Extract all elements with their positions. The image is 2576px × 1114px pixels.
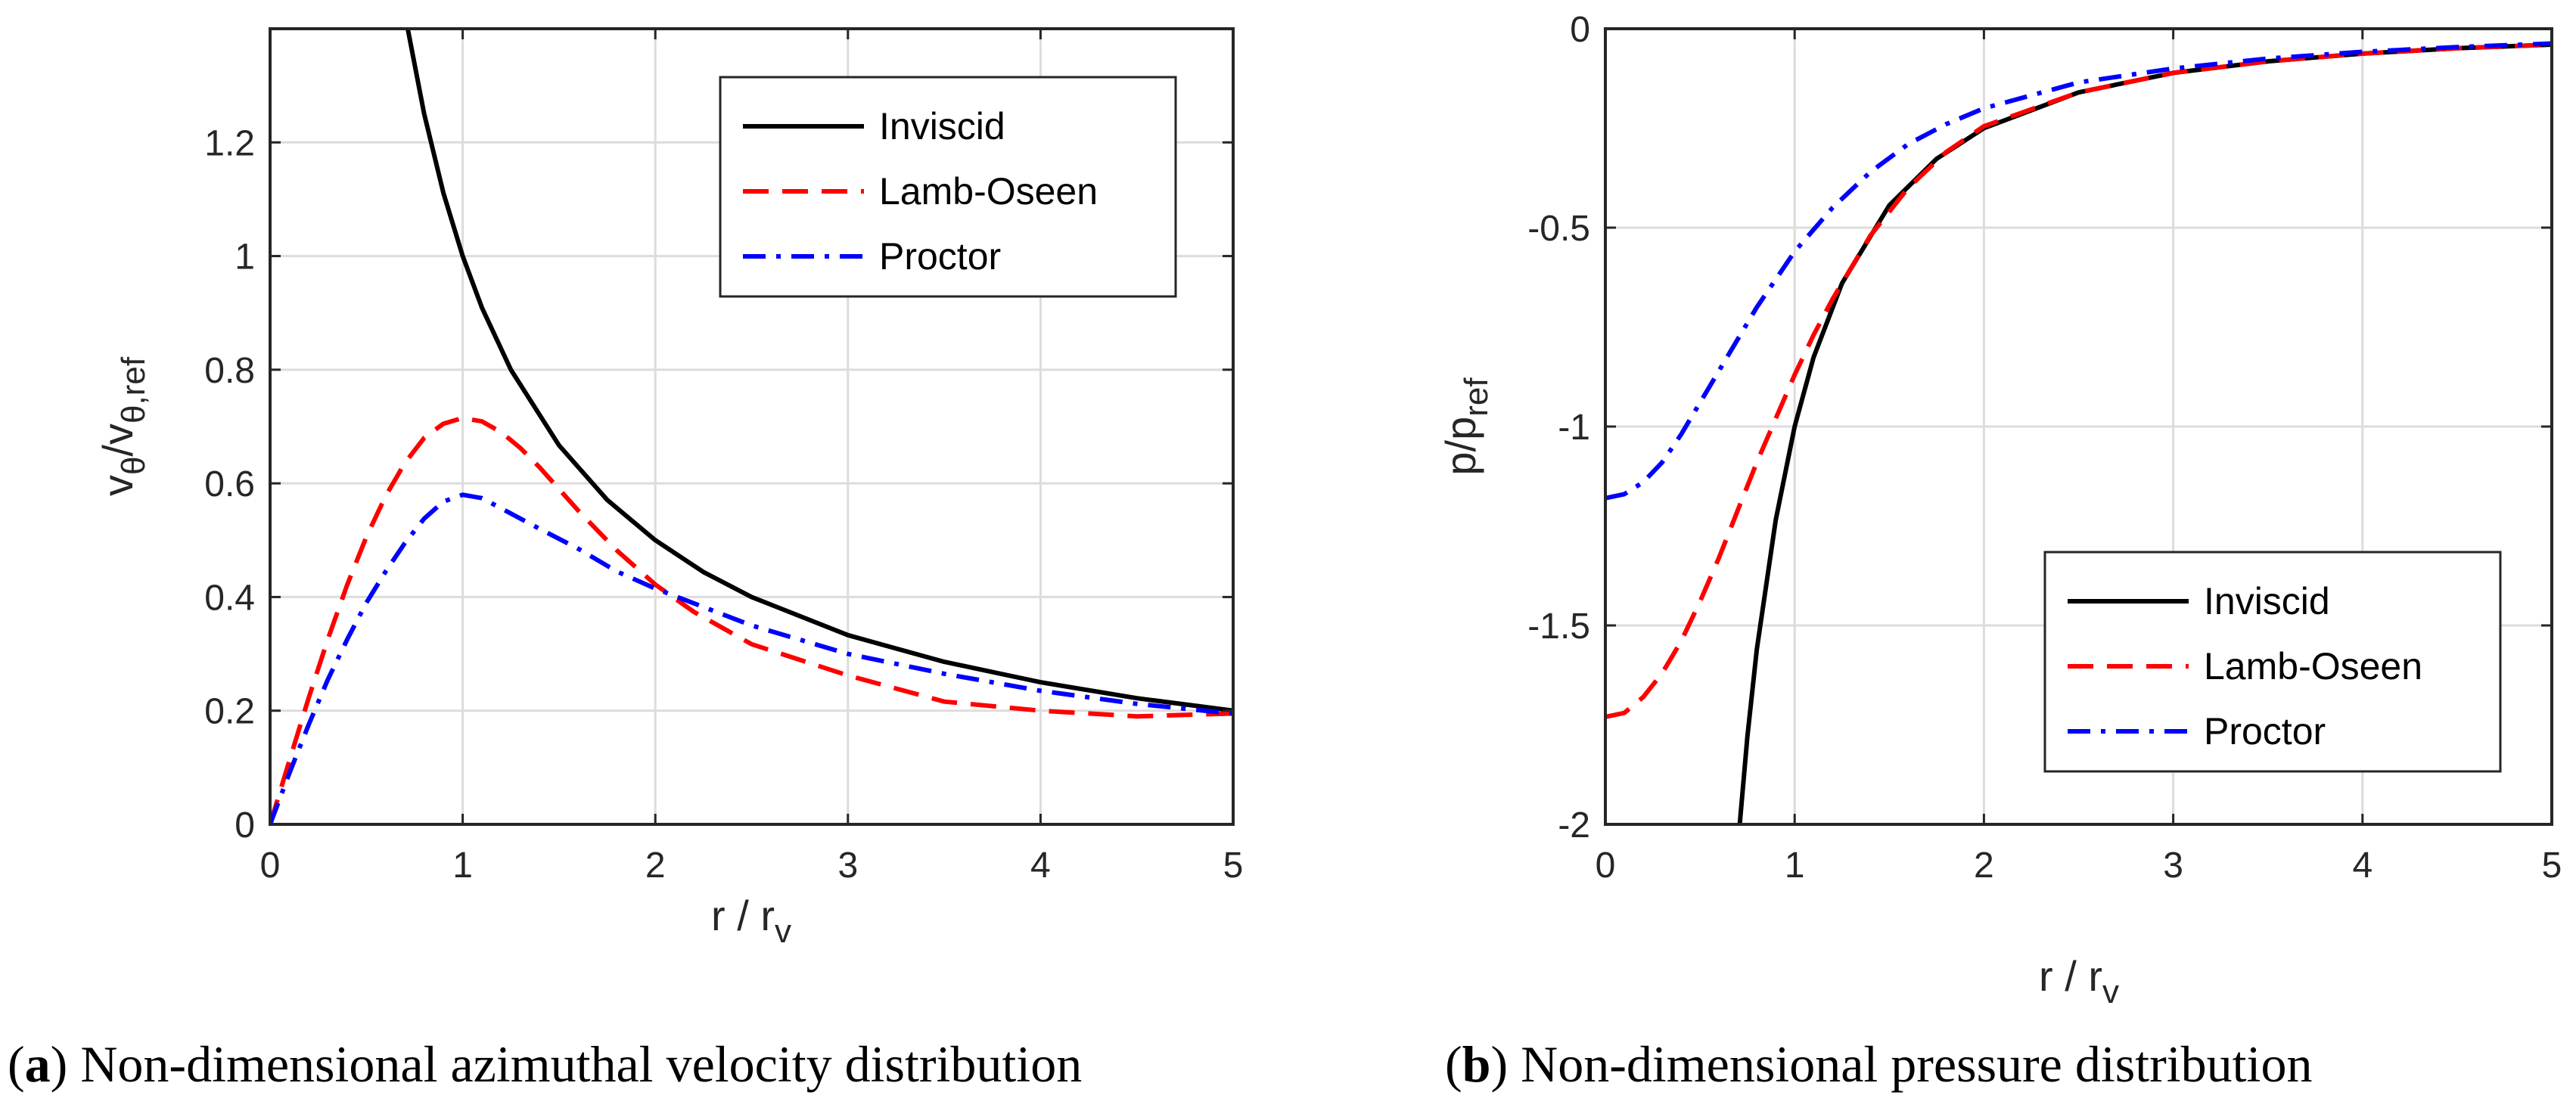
- series-b: [1605, 41, 2552, 824]
- legend-box-a: [719, 76, 1177, 298]
- x-axis-label-a: r / rv: [711, 892, 791, 950]
- legend-label-proctor-a: Proctor: [879, 235, 1001, 278]
- x-tick-label-b: 1: [1785, 846, 1805, 886]
- caption-a: (a) Non-dimensional azimuthal velocity d…: [8, 1035, 1082, 1093]
- x-tick-label-a: 4: [1030, 846, 1051, 886]
- legend-label-inviscid-b: Inviscid: [2204, 580, 2330, 622]
- y-tick-label-a: 0.8: [204, 351, 255, 391]
- panel-a-velocity-chart: 0 1 2 3 4 5 0 0.2 0.4 0.6 0.8 1 1.2 r / rv vθ/vθ,ref…: [94, 27, 1243, 950]
- x-tick-label-b: 3: [2163, 846, 2183, 886]
- x-tick-label-b: 0: [1596, 846, 1616, 886]
- legend-a: Inviscid Lamb-Oseen Proctor: [719, 76, 1177, 298]
- y-tick-label-a: 0.4: [204, 578, 255, 618]
- legend-box-b: [2043, 551, 2502, 773]
- legend-label-proctor-b: Proctor: [2204, 710, 2326, 752]
- x-tick-label-b: 4: [2352, 846, 2372, 886]
- y-tick-label-b: -0.5: [1527, 209, 1590, 249]
- axes-frame-a: [269, 27, 1235, 826]
- y-axis-label-a: vθ/vθ,ref: [94, 356, 152, 496]
- y-tick-label-a: 0: [235, 805, 255, 846]
- x-tick-label-a: 3: [837, 846, 858, 886]
- x-tick-label-b: 2: [1974, 846, 1994, 886]
- caption-b: (b) Non-dimensional pressure distributio…: [1445, 1035, 2312, 1093]
- series-line-inviscid-b: [1737, 42, 2552, 824]
- y-tick-label-b: -2: [1558, 805, 1590, 846]
- y-axis-label-b: p/pref: [1437, 377, 1495, 476]
- x-tick-label-b: 5: [2542, 846, 2562, 886]
- series-line-lamb-oseen-b: [1605, 42, 2552, 719]
- y-tick-label-a: 1: [235, 237, 255, 278]
- x-axis-label-b: r / rv: [2039, 952, 2119, 1010]
- series-line-inviscid-a: [405, 29, 1233, 713]
- x-tick-label-a: 2: [645, 846, 666, 886]
- legend-label-lamb-oseen-b: Lamb-Oseen: [2204, 645, 2422, 687]
- panel-b-pressure-chart: 0 1 2 3 4 5 -2 -1.5 -1 -0.5 0 r / rv p/pref Invisc…: [1437, 10, 2562, 1010]
- y-tick-label-a: 0.6: [204, 464, 255, 504]
- y-tick-label-a: 0.2: [204, 692, 255, 732]
- series-a: [270, 29, 1233, 824]
- ticks-a: 0 1 2 3 4 5 0 0.2 0.4 0.6 0.8 1 1.2: [204, 29, 1243, 886]
- grid-a: [269, 29, 1235, 826]
- y-tick-label-b: -1: [1558, 408, 1590, 448]
- legend-label-inviscid-a: Inviscid: [879, 105, 1005, 147]
- series-line-proctor-b: [1605, 41, 2552, 501]
- y-tick-label-b: -1.5: [1527, 607, 1590, 647]
- x-tick-label-a: 5: [1223, 846, 1244, 886]
- y-tick-label-a: 1.2: [204, 123, 255, 163]
- series-line-lamb-oseen-a: [270, 415, 1233, 824]
- y-tick-label-b: 0: [1570, 10, 1590, 50]
- x-tick-label-a: 1: [452, 846, 473, 886]
- series-line-proctor-a: [270, 492, 1233, 824]
- legend-label-lamb-oseen-a: Lamb-Oseen: [879, 170, 1098, 213]
- legend-b: Inviscid Lamb-Oseen Proctor: [2043, 551, 2502, 773]
- x-tick-label-a: 0: [260, 846, 281, 886]
- ticks-b: 0 1 2 3 4 5 -2 -1.5 -1 -0.5 0: [1527, 10, 2562, 886]
